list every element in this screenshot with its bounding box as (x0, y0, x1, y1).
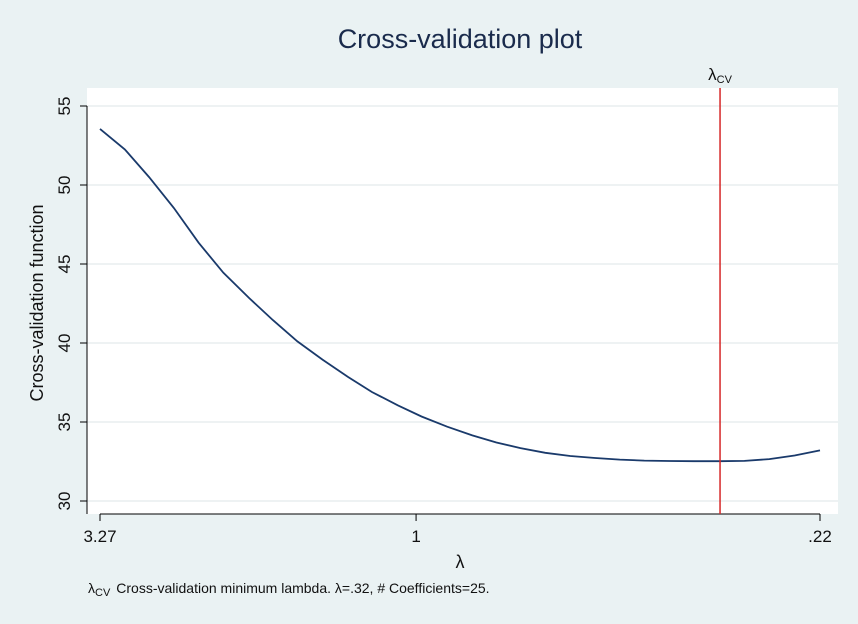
y-tick-label: 55 (55, 97, 74, 116)
y-tick-label: 40 (55, 334, 74, 353)
cv-function-line (99, 128, 821, 463)
lambda-cv-label-subscript: CV (717, 74, 733, 86)
x-tick-label: .22 (808, 527, 832, 546)
y-tick-label: 30 (55, 492, 74, 511)
x-axis-ticks: 3.27 1 .22 (83, 514, 832, 546)
y-axis-label: Cross-validation function (27, 204, 47, 401)
chart-title: Cross-validation plot (338, 24, 583, 54)
footnote-text: Cross-validation minimum lambda. λ=.32, … (116, 580, 489, 596)
footnote: λCV Cross-validation minimum lambda. λ=.3… (88, 580, 490, 599)
gridlines (87, 105, 838, 502)
y-tick-label: 35 (55, 413, 74, 432)
x-tick-label: 3.27 (83, 527, 116, 546)
plot-area (87, 88, 838, 514)
x-tick-label: 1 (411, 527, 420, 546)
footnote-symbol-subscript: CV (95, 587, 111, 599)
y-axis-ticks: 30 35 40 45 50 55 (55, 97, 87, 511)
y-tick-label: 50 (55, 176, 74, 195)
footnote-symbol: λ (88, 580, 95, 596)
lambda-cv-label: λCV (708, 65, 732, 86)
y-tick-label: 45 (55, 255, 74, 274)
x-axis-label: λ (456, 552, 465, 572)
lambda-cv-label-symbol: λ (708, 65, 717, 84)
